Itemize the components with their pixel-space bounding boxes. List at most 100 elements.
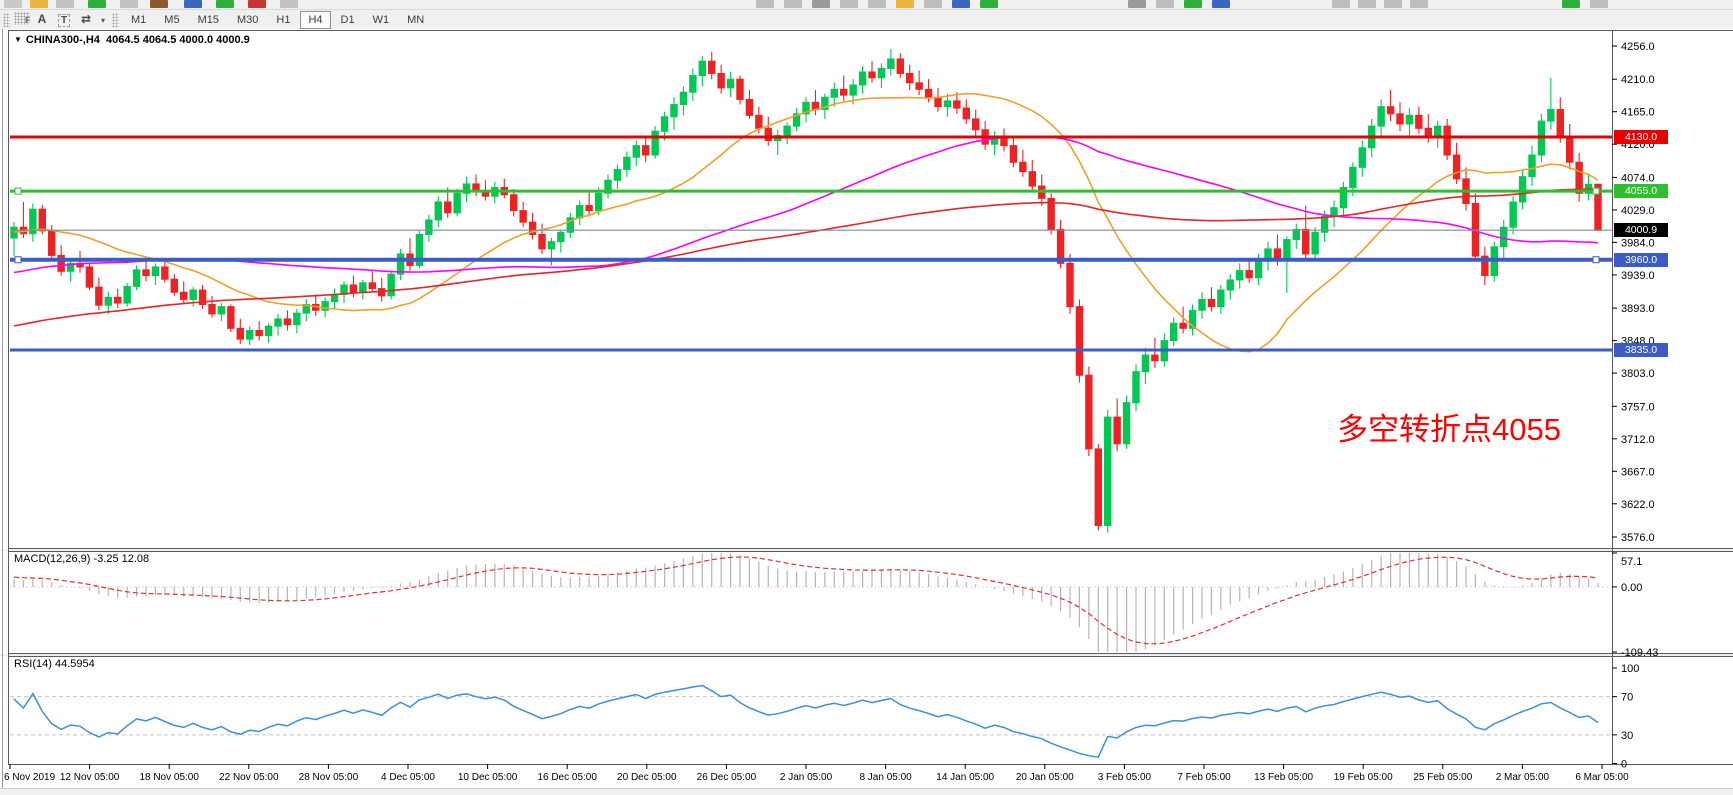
line-chart-icon[interactable] [896, 0, 914, 8]
rsi-tick-label: 30 [1621, 730, 1633, 742]
ma-120-line[interactable] [13, 188, 1599, 327]
candle-body-down [764, 127, 772, 142]
snap-grid-tool-icon[interactable]: F [14, 12, 30, 26]
crosshair-icon[interactable] [1156, 0, 1174, 8]
candle-body-down [736, 78, 744, 100]
timeframe-D1[interactable]: D1 [340, 14, 355, 26]
current-price-badge: 4000.9 [1614, 223, 1668, 238]
label-tool-icon[interactable]: A [32, 11, 52, 27]
rsi-tick-label: 0 [1621, 759, 1627, 771]
candle-body-down [208, 303, 216, 315]
panel-splitter[interactable] [0, 654, 1733, 656]
timeframe-M30[interactable]: M30 [236, 14, 259, 26]
cursor-icon[interactable] [1128, 0, 1146, 8]
price-tick-label: 4256.0 [1621, 41, 1655, 53]
candle-body-up [802, 101, 810, 115]
toolbar-grip[interactable] [112, 12, 119, 27]
candle-body-up [632, 145, 640, 158]
timeframe-M5[interactable]: M5 [164, 14, 180, 26]
grid-icon[interactable] [812, 0, 830, 8]
timeframe-M1[interactable]: M1 [131, 14, 147, 26]
candle-body-down [868, 71, 876, 79]
timeframe-W1[interactable]: W1 [372, 14, 390, 26]
strategy-tester-icon[interactable] [184, 0, 202, 8]
candle-body-down [906, 72, 914, 84]
toolbar-grip[interactable] [3, 12, 10, 27]
candle-body-up [1377, 106, 1385, 127]
line-handle[interactable] [14, 187, 22, 195]
date-tick-label: 3 Feb 05:00 [1098, 772, 1152, 783]
candle-body-up [1547, 109, 1555, 122]
candle-body-up [1122, 402, 1131, 445]
terminal-icon[interactable] [150, 0, 168, 8]
profile-icon[interactable] [56, 0, 74, 8]
arrow-style-dropdown-icon[interactable]: ▾ [98, 13, 108, 29]
ma-20-line[interactable] [13, 92, 1599, 353]
candle-body-up [849, 84, 857, 96]
chart-text-annotation[interactable]: 多空转折点4055 [1337, 412, 1561, 447]
line-handle[interactable] [14, 256, 22, 264]
zoom-out-icon[interactable] [756, 0, 774, 8]
new-order-icon[interactable] [4, 0, 22, 8]
candle-body-up [1217, 289, 1225, 308]
candle-body-up [462, 183, 471, 194]
timeframe-MN[interactable]: MN [407, 14, 425, 26]
candle-body-up [557, 231, 565, 243]
panel-splitter[interactable] [0, 549, 1733, 551]
fibo-icon[interactable] [1332, 0, 1350, 8]
chart-icon[interactable] [30, 0, 48, 8]
text-icon[interactable] [1410, 0, 1428, 8]
candle-body-down [924, 88, 933, 98]
zoom-in-icon[interactable] [784, 0, 802, 8]
stop-icon[interactable] [248, 0, 266, 8]
ohlc-icon[interactable] [868, 0, 886, 8]
candle-body-down [161, 266, 169, 280]
arrow-style-tool-icon[interactable]: ⇄ [76, 11, 96, 27]
period-icon[interactable] [952, 0, 970, 8]
candle-body-up [104, 296, 112, 306]
rsi-name: RSI(14) [14, 658, 52, 670]
templates-icon[interactable] [980, 0, 998, 8]
candle-body-up [123, 285, 131, 304]
candle-body-down [114, 296, 122, 304]
timeframe-H1[interactable]: H1 [276, 14, 291, 26]
symbol-dropdown-icon[interactable]: ▼ [14, 35, 22, 44]
candle-body-up [566, 217, 574, 233]
candle-body-up [1509, 201, 1517, 228]
line-handle[interactable] [1592, 256, 1600, 264]
macd-name: MACD(12,26,9) [14, 553, 91, 565]
candle-body-down [1575, 161, 1583, 194]
layout-icon[interactable] [280, 0, 298, 8]
chart-background [0, 29, 1733, 795]
navigator-icon[interactable] [120, 0, 138, 8]
candle-body-up [1349, 166, 1357, 189]
autotrade-icon[interactable] [216, 0, 234, 8]
timeframe-H4[interactable]: H4 [300, 11, 331, 29]
shapes-icon[interactable] [1358, 0, 1376, 8]
indicators-icon[interactable] [924, 0, 942, 8]
candle-body-up [594, 192, 603, 212]
date-tick-label: 12 Nov 05:00 [60, 772, 120, 783]
candle-body-down [255, 329, 263, 337]
candle-body-down [1207, 298, 1216, 308]
candle-body-up [246, 329, 254, 340]
market-watch-icon[interactable] [88, 0, 106, 8]
candle-body-up [576, 205, 584, 219]
candle-body-up [453, 192, 461, 214]
buy-icon[interactable] [1562, 0, 1580, 8]
timeframe-M15[interactable]: M15 [197, 14, 219, 26]
trendline-icon[interactable] [1184, 0, 1202, 8]
candle-body-up [877, 67, 886, 79]
candle-body-down [1028, 171, 1036, 187]
date-tick-label: 7 Feb 05:00 [1177, 772, 1231, 783]
text-box-tool-icon[interactable]: T [54, 13, 74, 29]
channel-icon[interactable] [1212, 0, 1230, 8]
candle-body-up [1283, 239, 1291, 261]
candles-icon[interactable] [840, 0, 858, 8]
candle-body-down [519, 210, 527, 223]
line-handle[interactable] [1592, 187, 1600, 195]
candle-body-down [896, 58, 904, 74]
sell-icon[interactable] [1590, 0, 1608, 8]
candle-body-down [915, 82, 923, 90]
arrows-icon[interactable] [1384, 0, 1402, 8]
